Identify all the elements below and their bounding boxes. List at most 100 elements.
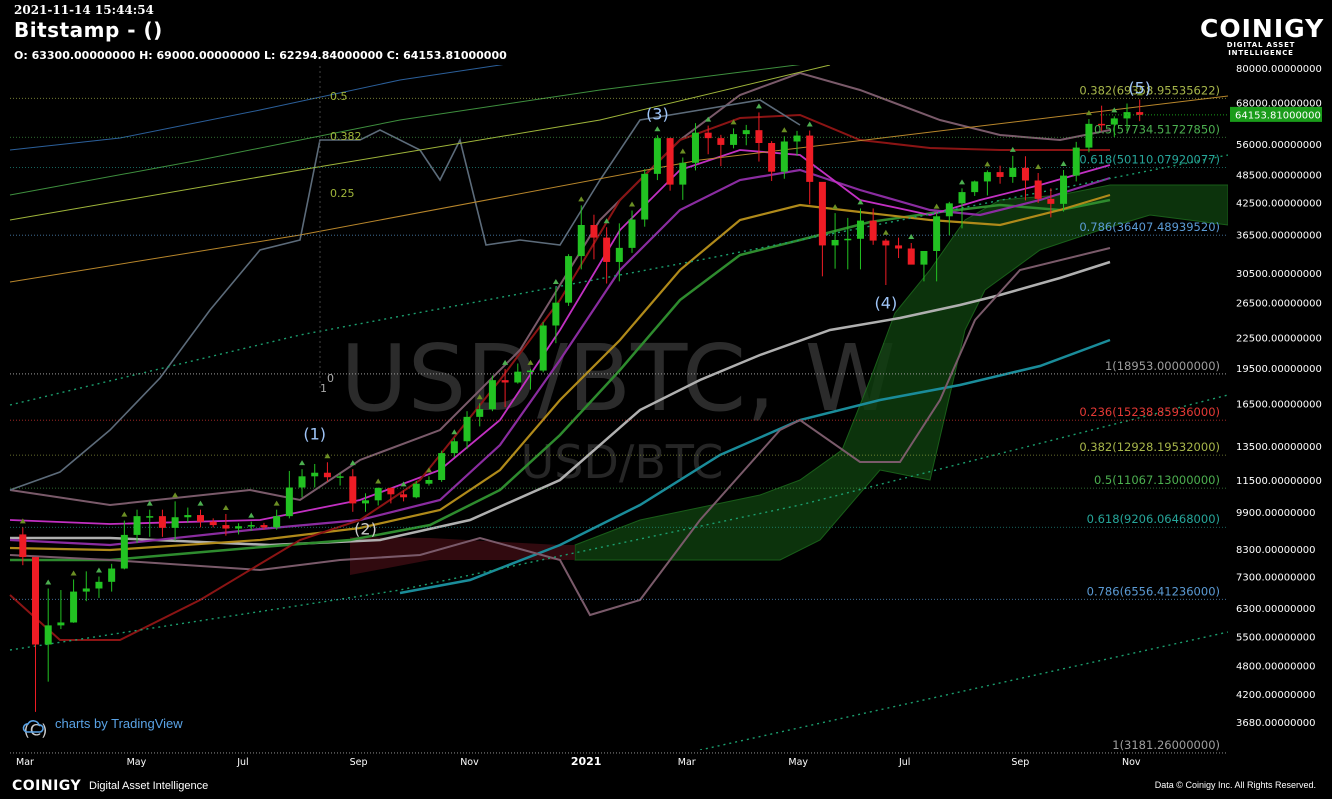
candle-body bbox=[768, 143, 776, 172]
x-axis: Mar May Jul Sep Nov 2021 Mar May Jul Sep Nov bbox=[16, 755, 1141, 768]
candle-body bbox=[57, 622, 65, 626]
signal-marker bbox=[679, 148, 686, 154]
y-tick-label: 8300.00000000 bbox=[1236, 545, 1316, 556]
signal-marker bbox=[425, 467, 432, 473]
signal-marker bbox=[451, 429, 458, 435]
y-tick-label: 36500.00000000 bbox=[1236, 231, 1322, 242]
signal-marker bbox=[70, 570, 77, 576]
candle-body bbox=[856, 220, 864, 239]
candle-body bbox=[945, 203, 953, 217]
x-tick-label: Mar bbox=[16, 757, 34, 768]
candle-body bbox=[590, 225, 598, 238]
y-tick-label: 30500.00000000 bbox=[1236, 269, 1322, 280]
x-tick-label: Mar bbox=[678, 757, 696, 768]
candle-body bbox=[1072, 147, 1080, 176]
x-tick-label: Sep bbox=[1011, 757, 1029, 768]
ma-line-magenta bbox=[9, 149, 1111, 525]
fan-line-blue bbox=[9, 65, 504, 151]
candle-body bbox=[247, 525, 255, 527]
candle-body bbox=[806, 135, 814, 182]
y-tick-label: 6300.00000000 bbox=[1236, 604, 1316, 615]
tradingview-link[interactable]: charts by TradingView bbox=[55, 716, 183, 731]
wave-labels: (1)(2)(3)(4)(5)(C) bbox=[24, 78, 1151, 739]
candle-body bbox=[653, 138, 661, 174]
candle-body bbox=[361, 500, 369, 504]
last-price-marker: 64153.81000000 bbox=[1100, 106, 1322, 122]
signal-marker bbox=[273, 500, 280, 506]
last-price-badge bbox=[1230, 106, 1322, 122]
y-tick-label: 11500.00000000 bbox=[1236, 476, 1322, 487]
candle-body bbox=[996, 172, 1004, 177]
signal-marker bbox=[857, 199, 864, 205]
x-tick-label: Nov bbox=[1122, 757, 1141, 768]
candle-body bbox=[755, 130, 763, 144]
candle-body bbox=[831, 239, 839, 246]
candle-body bbox=[311, 472, 319, 477]
signal-marker bbox=[781, 127, 788, 133]
candle-body bbox=[1009, 167, 1017, 177]
signal-marker bbox=[1060, 160, 1067, 166]
signal-marker bbox=[502, 359, 509, 365]
indicator-layer bbox=[9, 65, 1228, 750]
candle-body bbox=[628, 219, 636, 248]
candle-body bbox=[552, 302, 560, 326]
x-tick-label: Jul bbox=[898, 757, 910, 768]
ma-line-darkred bbox=[9, 113, 1110, 641]
candle-body bbox=[70, 591, 78, 623]
signal-marker bbox=[629, 201, 636, 207]
candle-body bbox=[349, 476, 357, 504]
candle-body bbox=[44, 625, 52, 645]
candle-body bbox=[679, 162, 687, 185]
candle-body bbox=[476, 409, 484, 417]
candle-body bbox=[323, 472, 331, 478]
candle-body bbox=[95, 581, 103, 589]
signal-marker bbox=[730, 119, 737, 125]
y-tick-label: 19500.00000000 bbox=[1236, 364, 1322, 375]
candle-body bbox=[882, 240, 890, 246]
candle-body bbox=[158, 516, 166, 528]
candle-body bbox=[108, 568, 116, 582]
signal-marker bbox=[19, 518, 26, 524]
fib-label: 0.618(9206.06468000) bbox=[1087, 512, 1220, 526]
candle-body bbox=[895, 245, 903, 249]
candle-body bbox=[933, 216, 941, 251]
candle-body bbox=[19, 534, 27, 558]
signal-marker bbox=[1136, 90, 1143, 96]
candle-body bbox=[374, 487, 382, 501]
candle-body bbox=[717, 138, 725, 145]
fib-label: 0.236(15238.85936000) bbox=[1079, 405, 1220, 419]
signal-marker bbox=[527, 359, 534, 365]
footer-tagline: Digital Asset Intelligence bbox=[89, 780, 209, 792]
signal-marker bbox=[806, 121, 813, 127]
fib-label: 0.382(12928.19532000) bbox=[1079, 440, 1220, 454]
brand-name: COINIGY bbox=[1200, 14, 1325, 43]
signal-marker bbox=[476, 394, 483, 400]
wave-label: (1) bbox=[303, 425, 326, 444]
candle-body bbox=[603, 237, 611, 262]
candle-body bbox=[146, 516, 154, 518]
candle-body bbox=[184, 515, 192, 518]
fan-label: 0.382 bbox=[330, 130, 362, 143]
signal-marker bbox=[197, 500, 204, 506]
candle-body bbox=[565, 256, 573, 303]
fan-line-orange bbox=[9, 95, 1228, 283]
candle-body bbox=[438, 453, 446, 480]
fib-label: 0.382(69358.95535622) bbox=[1079, 83, 1220, 97]
fib-label: 0.5(11067.13000000) bbox=[1094, 473, 1220, 487]
y-tick-label: 5500.00000000 bbox=[1236, 633, 1316, 644]
header-datetime: 2021-11-14 15:44:54 bbox=[14, 3, 154, 17]
fan-label: 1 bbox=[320, 382, 327, 395]
fib-levels: 0.382(69358.95535622) 0.5(57734.51727850)… bbox=[10, 83, 1228, 754]
candle-body bbox=[1136, 112, 1144, 115]
candle-body bbox=[222, 525, 230, 529]
candle-body bbox=[82, 588, 90, 592]
fib-label: 0.618(50110.07920077) bbox=[1079, 152, 1220, 166]
x-tick-label: Nov bbox=[460, 757, 479, 768]
candle-body bbox=[666, 138, 674, 185]
candle-body bbox=[387, 487, 395, 495]
candle-body bbox=[742, 130, 750, 135]
y-tick-label: 56000.00000000 bbox=[1236, 140, 1322, 151]
ma-line-teal bbox=[399, 338, 1111, 595]
candle-body bbox=[958, 192, 966, 204]
